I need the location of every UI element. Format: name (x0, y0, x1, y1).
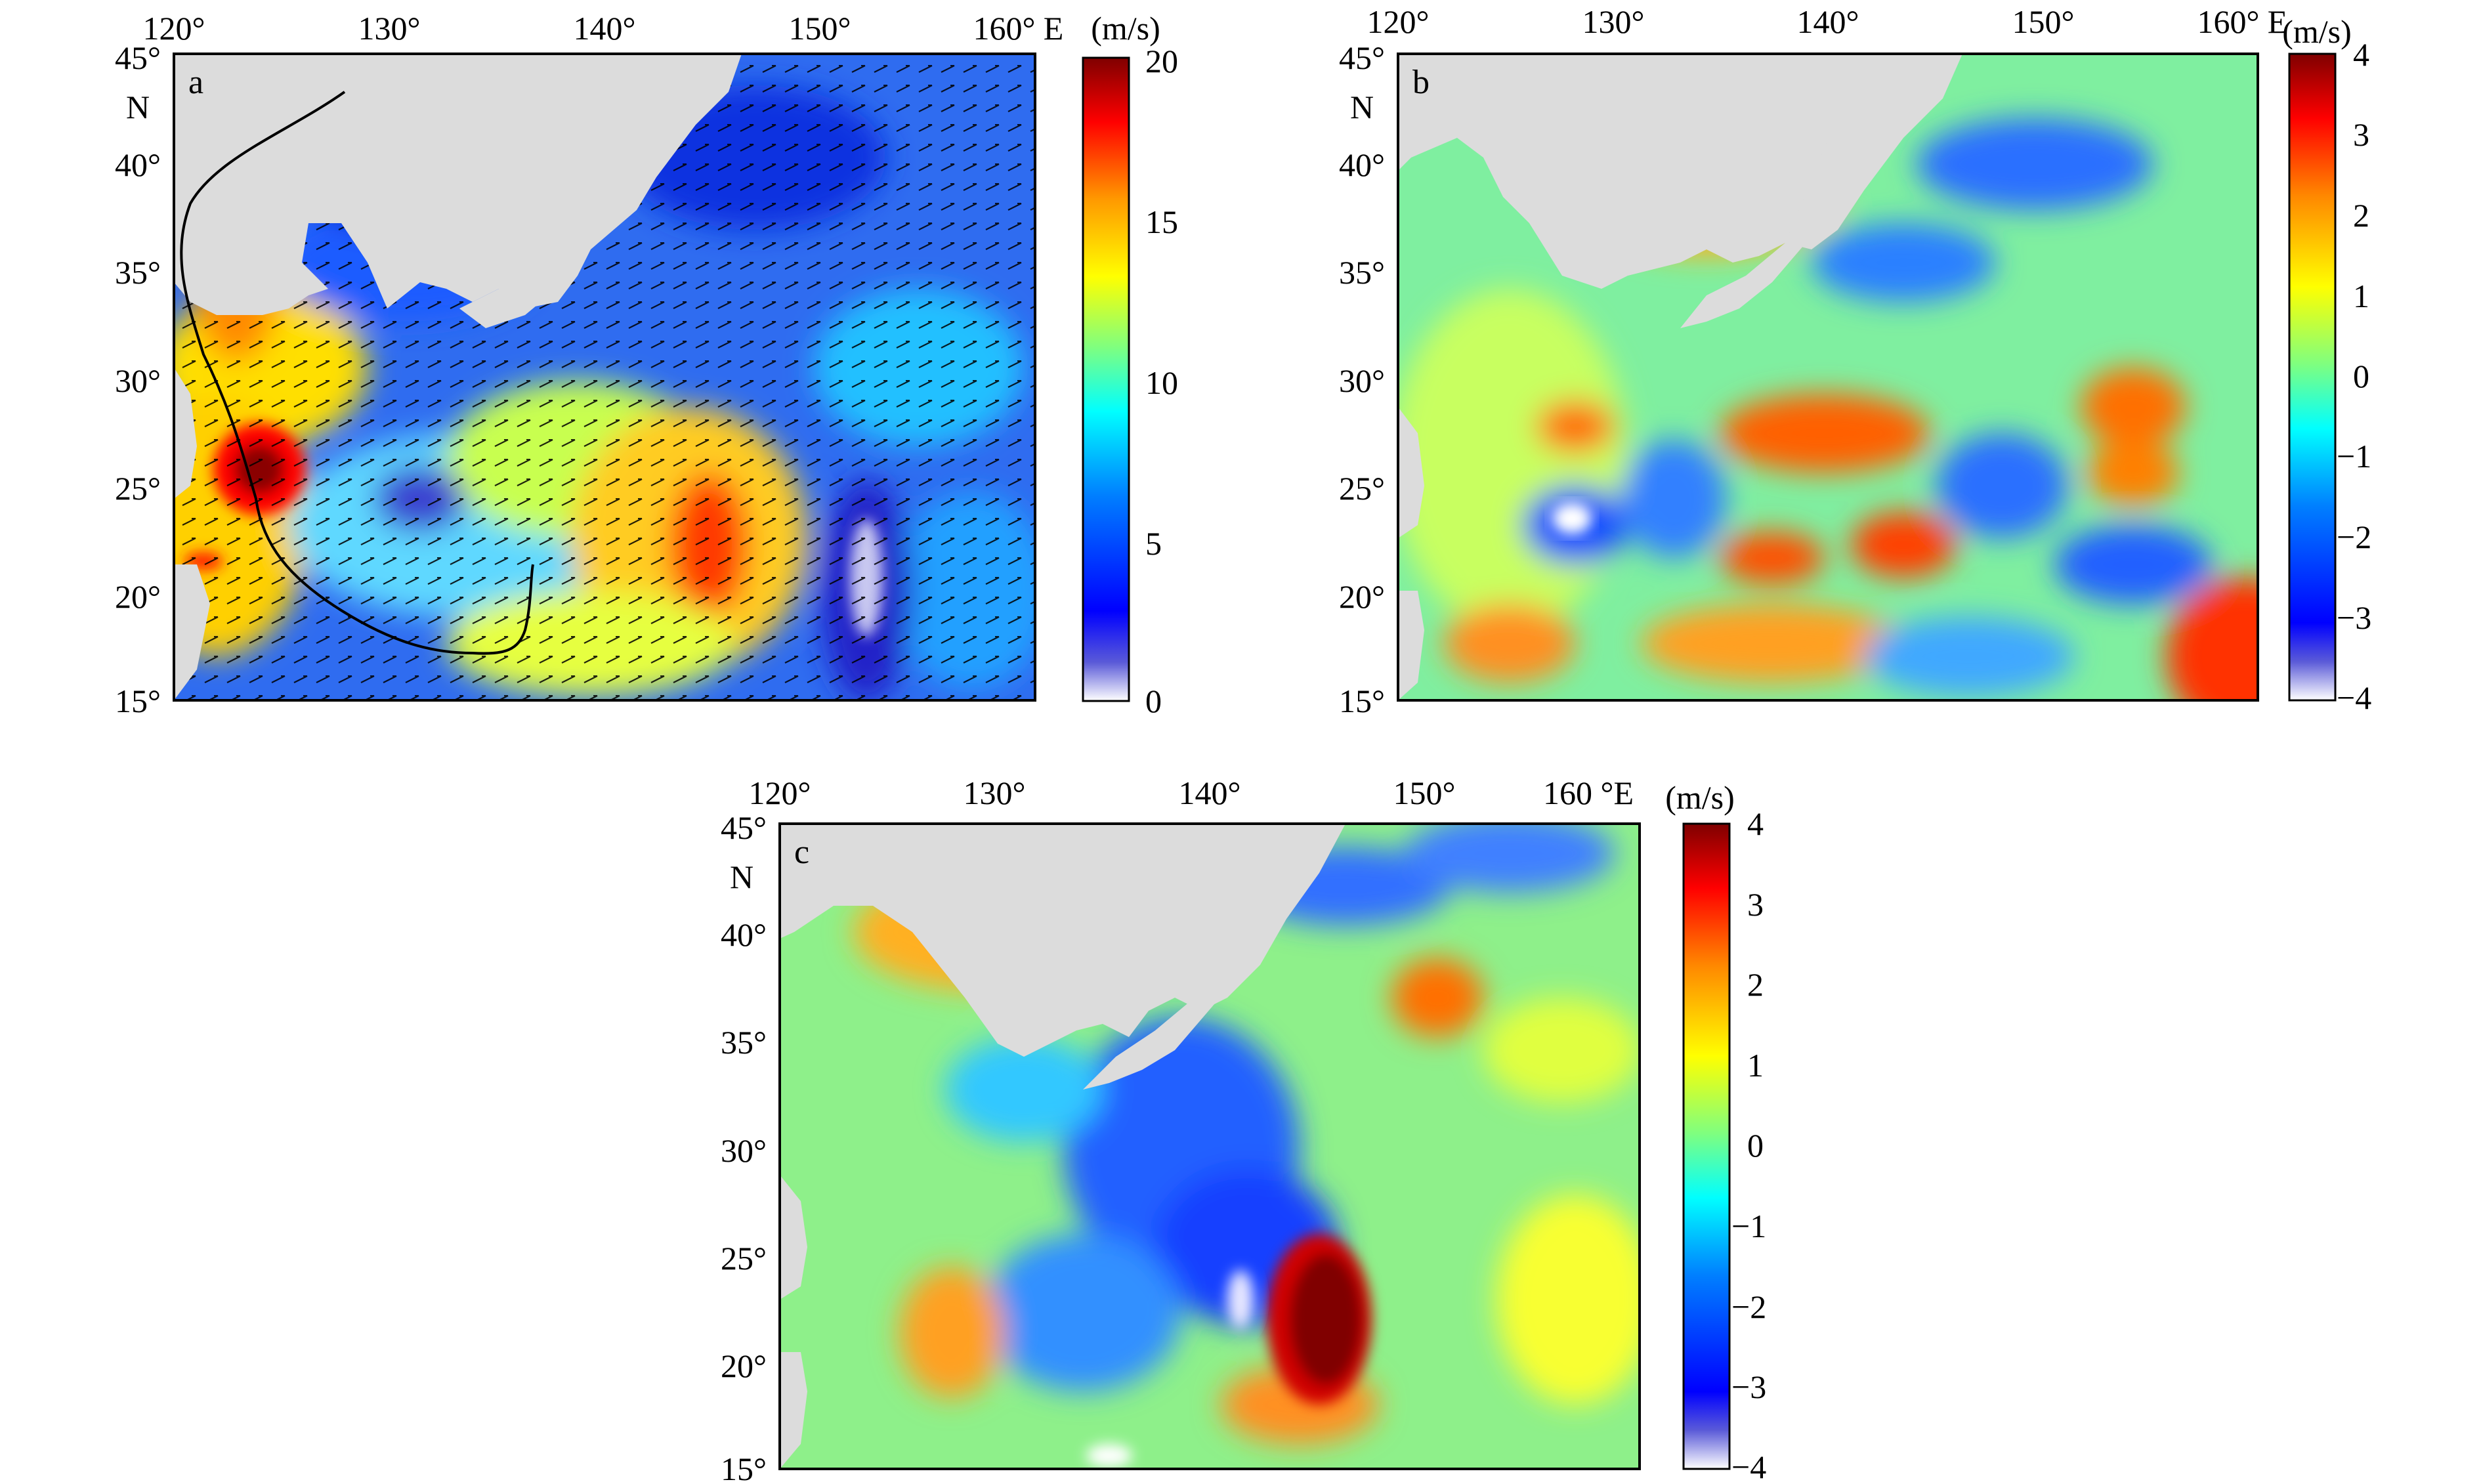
panel-c-lat-tick: 40° (721, 916, 767, 953)
panel-c-colorbar (1682, 822, 1731, 1470)
panel-a-lon-tick: 160° (973, 10, 1036, 47)
panel-c-colorbar-tick: 2 (1747, 966, 1764, 1003)
panel-a-lat-unit: N (126, 89, 150, 125)
panel-a-lon-tick: 140° (574, 10, 636, 47)
panel-c-lat-unit: N (730, 859, 753, 895)
panel-a-lon-tick: 120° (143, 10, 205, 47)
panel-c-colorbar-tick: −2 (1731, 1288, 1766, 1325)
panel-c-lon-tick: 130° (964, 774, 1026, 811)
panel-b-colorbar-tick: 4 (2353, 36, 2369, 73)
panel-c-label: c (794, 834, 809, 871)
panel-c-colorbar-tick: 4 (1747, 805, 1764, 842)
panel-c-lat-tick: 45° (721, 809, 767, 846)
panel-a-colorbar-tick: 15 (1145, 203, 1178, 240)
panel-b-lon-tick: 130° (1582, 3, 1645, 40)
panel-a-lat-tick: 30° (115, 362, 161, 399)
panel-c-colorbar-tick: 1 (1747, 1047, 1764, 1084)
panel-a-lat-tick: 20° (115, 578, 161, 615)
panel-a-colorbar-tick: 20 (1145, 43, 1178, 79)
panel-b-colorbar-tick: −1 (2337, 438, 2371, 475)
panel-a-colorbar (1082, 56, 1130, 702)
panel-b-lon-tick: 120° (1367, 3, 1430, 40)
panel-b-lat-tick: 35° (1339, 254, 1385, 291)
panel-c-lat-tick: 30° (721, 1132, 767, 1169)
panel-c-colorbar-tick: −1 (1731, 1208, 1766, 1244)
panel-b-colorbar-tick: −3 (2337, 599, 2371, 636)
panel-b-colorbar (2288, 53, 2337, 702)
panel-b-lat-tick: 30° (1339, 362, 1385, 399)
panel-b-lon-tick: 160° (2197, 3, 2260, 40)
panel-b-lat-tick: 20° (1339, 578, 1385, 615)
panel-b-lon-tick: 150° (2012, 3, 2075, 40)
panel-c-lon-tick: 140° (1179, 774, 1241, 811)
panel-a-lon-unit: E (1044, 10, 1064, 47)
panel-b-lat-tick: 45° (1339, 39, 1385, 76)
panel-c-colorbar-tick: 3 (1747, 886, 1764, 923)
panel-a-frame (173, 53, 1036, 702)
panel-c-colorbar-tick: 0 (1747, 1127, 1764, 1164)
panel-a-lon-tick: 130° (358, 10, 421, 47)
panel-a-colorbar-tick: 10 (1145, 364, 1178, 401)
panel-c-lon-tick: 120° (749, 774, 811, 811)
panel-b: b 120° 130° 140° 150° 160° E 45° N 40° 3… (1339, 3, 2371, 719)
panel-b-colorbar-unit: (m/s) (2282, 13, 2352, 50)
panel-c-lat-tick: 20° (721, 1347, 767, 1384)
panel-a: a 120° 130° 140° 150° 160° E 45° N 40° 3… (115, 10, 1178, 719)
panel-a-lat-tick: 45° (115, 39, 161, 76)
panel-c-colorbar-tick: −3 (1731, 1368, 1766, 1405)
panel-a-lat-tick: 25° (115, 470, 161, 507)
panel-c-frame (778, 822, 1641, 1470)
panel-b-map-field (1398, 54, 2258, 700)
panel-b-colorbar-tick: 1 (2353, 278, 2369, 314)
panel-a-lat-tick: 40° (115, 146, 161, 183)
panel-b-colorbar-tick: 3 (2353, 116, 2369, 153)
panel-b-lat-tick: 25° (1339, 470, 1385, 507)
panel-a-map-field (174, 54, 1035, 700)
panel-b-lat-unit: N (1350, 89, 1374, 125)
panel-b-lat-tick: 40° (1339, 146, 1385, 183)
panel-c-colorbar-unit: (m/s) (1665, 779, 1735, 816)
panel-a-colorbar-tick: 5 (1145, 525, 1162, 562)
panel-b-frame (1397, 53, 2259, 702)
panel-b-label: b (1412, 64, 1430, 101)
panel-a-lat-tick: 35° (115, 254, 161, 291)
panel-c-colorbar-tick: −4 (1731, 1449, 1766, 1484)
panel-b-lat-tick: 15° (1339, 683, 1385, 719)
panel-c-lon-tick: 150° (1393, 774, 1456, 811)
panel-b-lon-unit: E (2268, 3, 2288, 40)
panel-b-colorbar-tick: 2 (2353, 197, 2369, 234)
panel-c: c 120° 130° 140° 150° 160 °E 45° N 40° 3… (721, 774, 1766, 1484)
panel-c-map-field (780, 824, 1640, 1469)
panel-b-colorbar-tick: 0 (2353, 358, 2369, 394)
panel-a-label: a (188, 64, 203, 101)
panel-a-lat-tick: 15° (115, 683, 161, 719)
panel-c-lat-tick: 35° (721, 1024, 767, 1061)
panel-c-lat-tick: 15° (721, 1451, 767, 1484)
panel-b-colorbar-tick: −4 (2337, 679, 2371, 716)
panel-a-colorbar-unit: (m/s) (1091, 10, 1160, 47)
panel-a-lon-tick: 150° (789, 10, 851, 47)
panel-c-lon-tick: 160 °E (1543, 774, 1634, 811)
panel-b-lon-tick: 140° (1797, 3, 1859, 40)
panel-a-colorbar-tick: 0 (1145, 683, 1162, 719)
panel-b-colorbar-tick: −2 (2337, 519, 2371, 555)
panel-c-lat-tick: 25° (721, 1240, 767, 1277)
